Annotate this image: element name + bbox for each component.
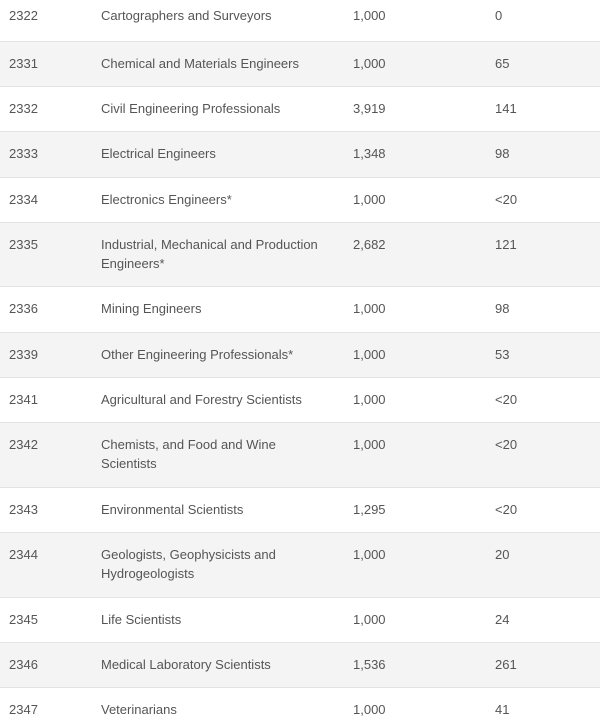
occupation-code: 2336 — [9, 301, 38, 316]
value-secondary: 261 — [495, 657, 517, 672]
occupation-code: 2332 — [9, 101, 38, 116]
occupation-code: 2343 — [9, 502, 38, 517]
table-row: 2345 Life Scientists 1,000 24 — [0, 598, 600, 643]
occupation-name: Agricultural and Forestry Scientists — [101, 392, 302, 407]
value-primary: 1,000 — [353, 192, 386, 207]
value-secondary: 141 — [495, 101, 517, 116]
table-row: 2342 Chemists, and Food and Wine Scienti… — [0, 423, 600, 488]
value-primary: 1,000 — [353, 437, 386, 452]
value-secondary: 0 — [495, 8, 503, 23]
value-secondary: 20 — [495, 547, 510, 562]
occupation-name: Life Scientists — [101, 612, 182, 627]
occupation-name: Industrial, Mechanical and Production En… — [101, 237, 318, 271]
table-row: 2332 Civil Engineering Professionals 3,9… — [0, 87, 600, 132]
occupation-code: 2335 — [9, 237, 38, 252]
occupation-name: Veterinarians — [101, 702, 177, 717]
table-row: 2331 Chemical and Materials Engineers 1,… — [0, 42, 600, 87]
value-primary: 3,919 — [353, 101, 386, 116]
table-row: 2335 Industrial, Mechanical and Producti… — [0, 223, 600, 287]
value-primary: 1,000 — [353, 702, 386, 717]
value-primary: 1,000 — [353, 547, 386, 562]
value-primary: 1,000 — [353, 392, 386, 407]
table-row: 2336 Mining Engineers 1,000 98 — [0, 287, 600, 333]
table-row: 2333 Electrical Engineers 1,348 98 — [0, 132, 600, 178]
value-primary: 2,682 — [353, 237, 386, 252]
value-secondary: 53 — [495, 347, 510, 362]
occupation-code: 2342 — [9, 437, 38, 452]
occupation-code: 2339 — [9, 347, 38, 362]
value-secondary: <20 — [495, 192, 518, 207]
occupation-code: 2347 — [9, 702, 38, 717]
value-secondary: 121 — [495, 237, 517, 252]
table-row: 2344 Geologists, Geophysicists and Hydro… — [0, 533, 600, 598]
occupation-name: Mining Engineers — [101, 301, 202, 316]
occupation-name: Chemical and Materials Engineers — [101, 56, 299, 71]
value-primary: 1,536 — [353, 657, 386, 672]
value-secondary: 65 — [495, 56, 510, 71]
occupation-name: Geologists, Geophysicists and Hydrogeolo… — [101, 547, 276, 581]
table-row: 2339 Other Engineering Professionals* 1,… — [0, 333, 600, 378]
value-primary: 1,000 — [353, 347, 386, 362]
table-row: 2334 Electronics Engineers* 1,000 <20 — [0, 178, 600, 223]
value-secondary: 41 — [495, 702, 510, 717]
value-primary: 1,348 — [353, 146, 386, 161]
value-primary: 1,000 — [353, 612, 386, 627]
occupation-name: Electrical Engineers — [101, 146, 216, 161]
value-secondary: <20 — [495, 392, 518, 407]
occupation-name: Cartographers and Surveyors — [101, 8, 272, 23]
table-row: 2341 Agricultural and Forestry Scientist… — [0, 378, 600, 423]
occupation-code: 2331 — [9, 56, 38, 71]
occupation-code: 2333 — [9, 146, 38, 161]
value-primary: 1,000 — [353, 8, 386, 23]
occupation-code: 2334 — [9, 192, 38, 207]
occupation-code: 2344 — [9, 547, 38, 562]
occupation-code: 2322 — [9, 8, 38, 23]
occupation-name: Chemists, and Food and Wine Scientists — [101, 437, 276, 471]
table-row: 2322 Cartographers and Surveyors 1,000 0 — [0, 0, 600, 42]
value-secondary: <20 — [495, 437, 518, 452]
occupation-name: Environmental Scientists — [101, 502, 244, 517]
occupation-code: 2341 — [9, 392, 38, 407]
table-row: 2343 Environmental Scientists 1,295 <20 — [0, 488, 600, 533]
occupation-name: Other Engineering Professionals* — [101, 347, 294, 362]
occupation-name: Electronics Engineers* — [101, 192, 232, 207]
occupation-code: 2346 — [9, 657, 38, 672]
table-row: 2346 Medical Laboratory Scientists 1,536… — [0, 643, 600, 688]
value-secondary: <20 — [495, 502, 518, 517]
value-secondary: 98 — [495, 301, 510, 316]
occupation-code: 2345 — [9, 612, 38, 627]
occupation-name: Civil Engineering Professionals — [101, 101, 281, 116]
table-row: 2347 Veterinarians 1,000 41 — [0, 688, 600, 726]
value-primary: 1,000 — [353, 56, 386, 71]
value-primary: 1,000 — [353, 301, 386, 316]
occupation-name: Medical Laboratory Scientists — [101, 657, 271, 672]
value-secondary: 98 — [495, 146, 510, 161]
value-primary: 1,295 — [353, 502, 386, 517]
value-secondary: 24 — [495, 612, 510, 627]
